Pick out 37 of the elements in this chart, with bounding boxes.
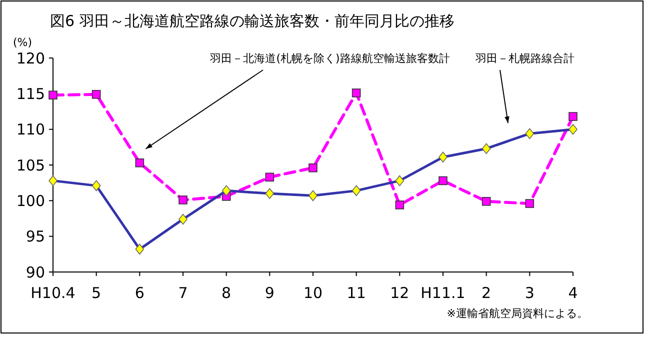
y-tick-label: 95: [26, 228, 45, 246]
point: [438, 176, 448, 186]
x-tick-label: 8: [222, 284, 232, 302]
chart-title: 図6 羽田～北海道航空路線の輸送旅客数・前年同月比の推移: [50, 12, 454, 30]
x-tick-label: 2: [482, 284, 492, 302]
x-tick-label: 4: [568, 284, 578, 302]
y-tick-label: 105: [16, 156, 45, 174]
y-tick-label: 100: [16, 192, 45, 210]
x-tick-label: 6: [134, 284, 144, 302]
y-tick-label: 90: [26, 263, 45, 282]
point: [308, 163, 318, 172]
y-tick-label: 110: [16, 120, 45, 139]
y-tick-label: 120: [16, 49, 45, 68]
text: ※運輸省航空局資料による。: [446, 307, 588, 320]
point: [568, 112, 578, 121]
x-tick-label: 5: [92, 284, 102, 302]
y-tick-label: 115: [16, 84, 45, 103]
y-axis-title: (%): [13, 36, 32, 49]
text: 羽田－札幌路線合計: [476, 52, 574, 65]
point: [352, 88, 361, 98]
point: [48, 90, 58, 100]
point: [395, 200, 404, 210]
point: [265, 172, 274, 182]
point: [525, 199, 534, 208]
point: [135, 158, 144, 168]
x-tick-label: 9: [264, 284, 274, 302]
x-tick-label: H10.4: [30, 284, 76, 302]
x-tick-label: H11.1: [420, 284, 466, 302]
x-tick-label: 12: [390, 284, 410, 302]
x-tick-label: 3: [524, 284, 534, 302]
point: [92, 90, 101, 99]
x-tick-label: 7: [178, 284, 188, 302]
text: 羽田－北海道(札幌を除く)路線航空輸送旅客数計: [210, 52, 450, 65]
point: [482, 196, 491, 206]
x-tick-label: 11: [346, 284, 366, 302]
point: [178, 196, 188, 204]
x-tick-label: 10: [303, 284, 323, 302]
